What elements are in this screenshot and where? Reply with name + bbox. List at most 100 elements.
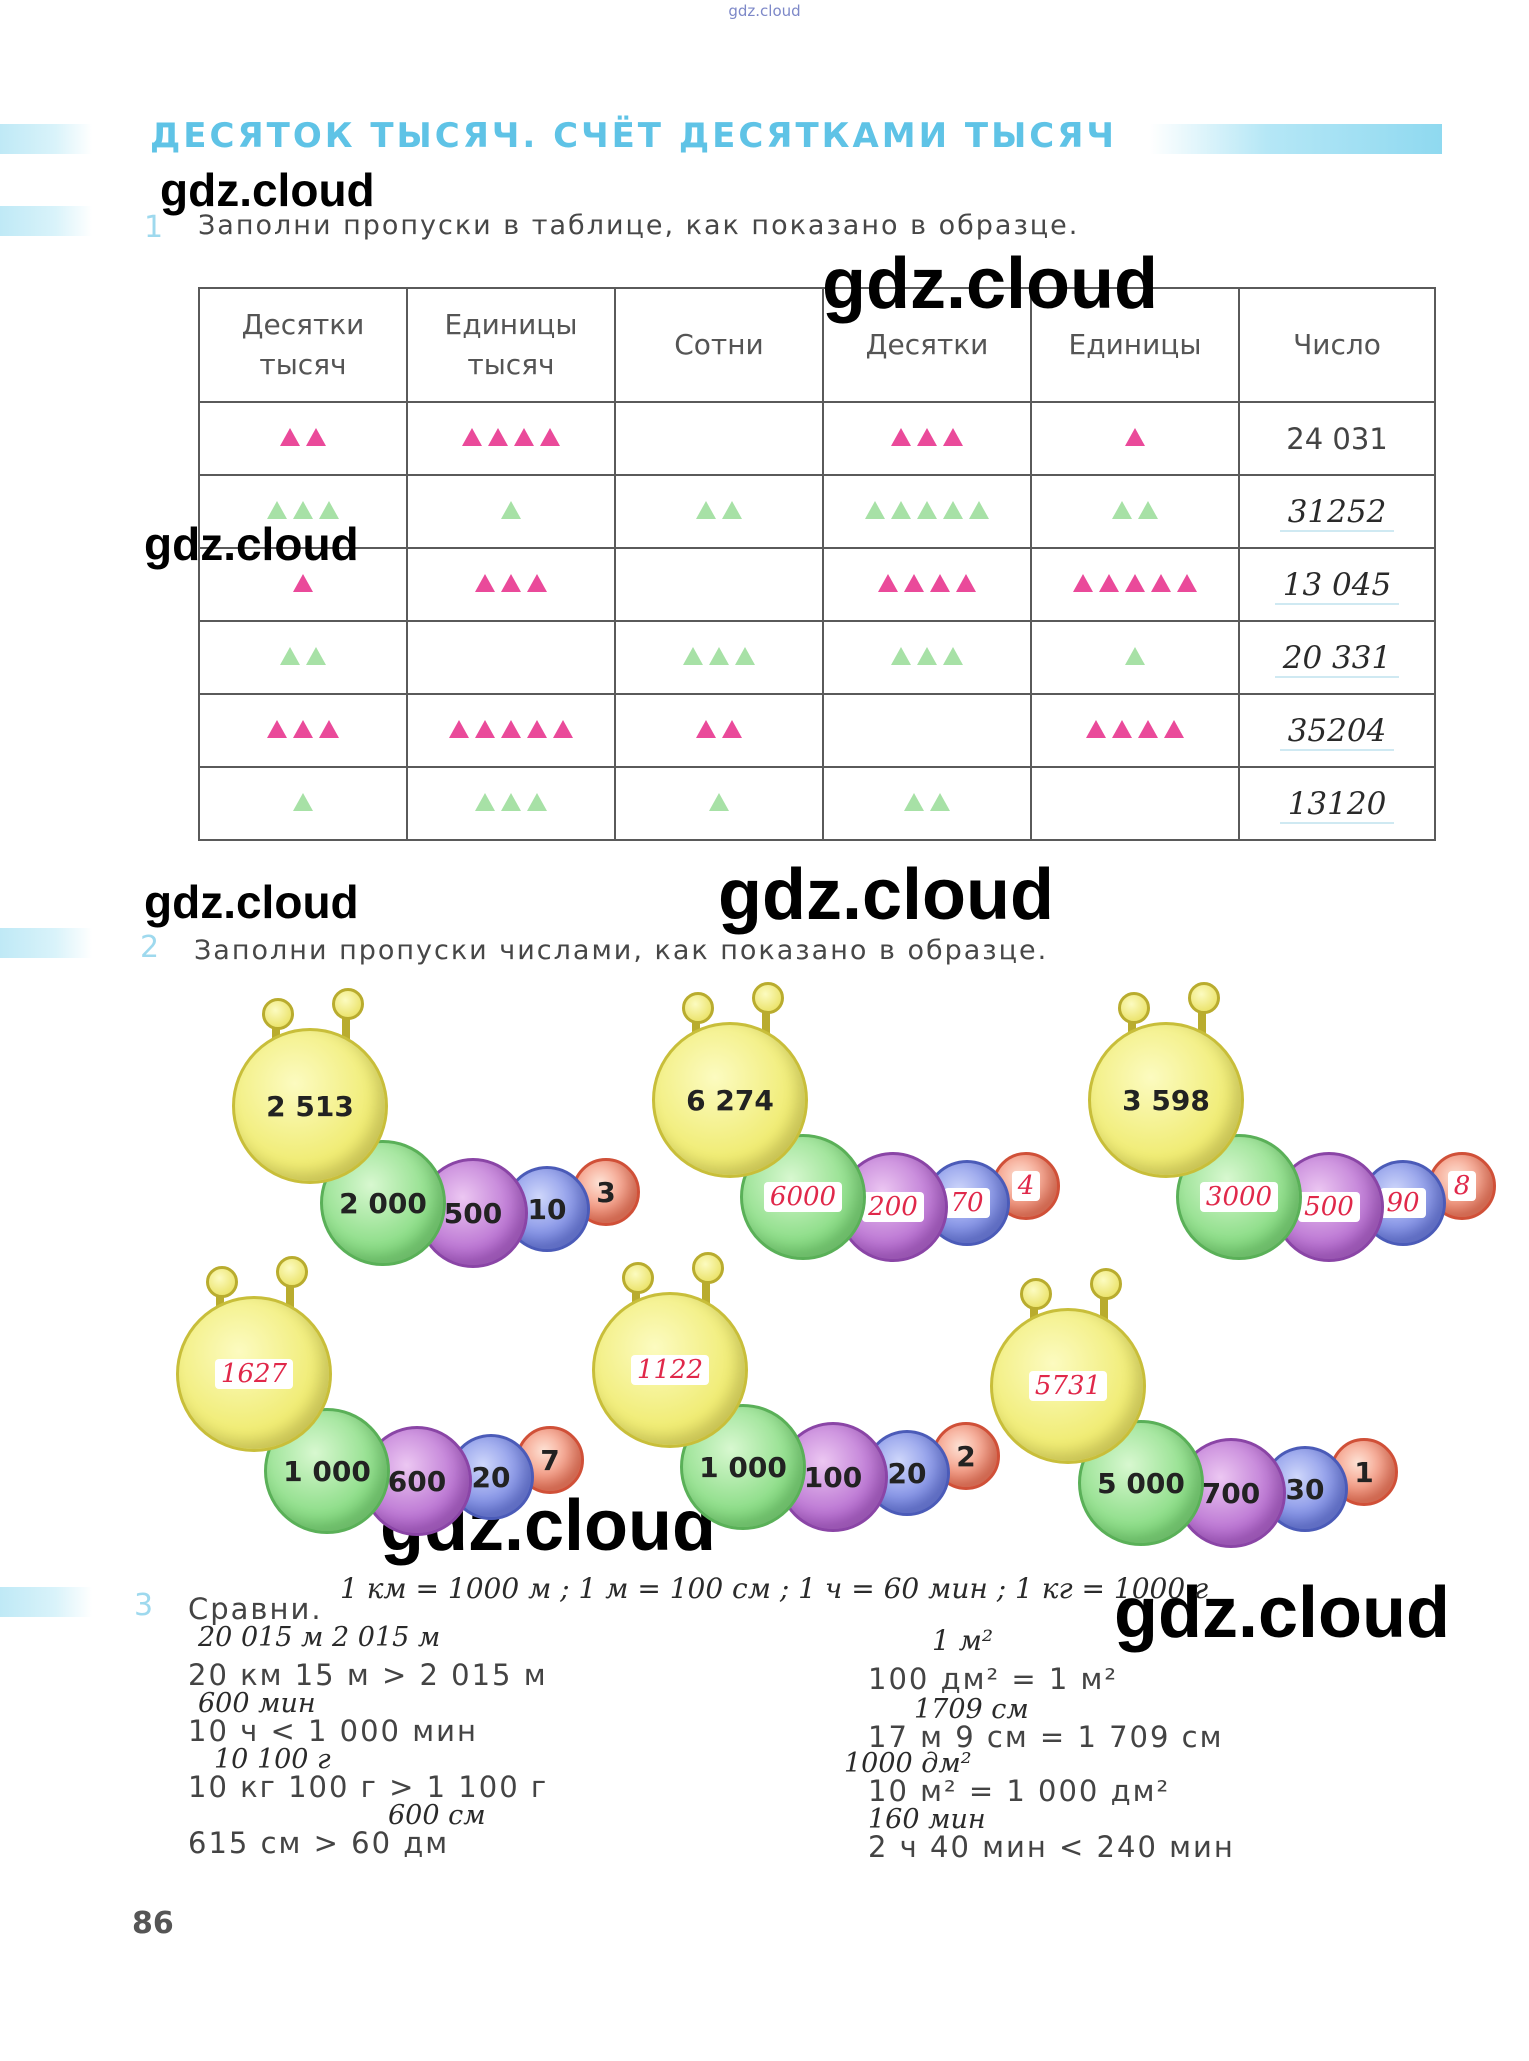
segment-value: 4 bbox=[1011, 1171, 1041, 1201]
triangle-icon bbox=[1138, 719, 1158, 738]
row-number: 13 045 bbox=[1274, 566, 1400, 605]
triangle-icon bbox=[722, 500, 742, 519]
triangle-icon bbox=[280, 646, 300, 665]
task-3-right-note-2: 1709 см bbox=[914, 1694, 1029, 1725]
triangle-icon bbox=[943, 427, 963, 446]
triangle-icon bbox=[865, 500, 885, 519]
triangle-cell bbox=[822, 693, 1032, 768]
task-3-hint: 1 км = 1000 м ; 1 м = 100 см ; 1 ч = 60 … bbox=[340, 1572, 1209, 1605]
task-3-left-note-3: 10 100 г bbox=[214, 1744, 331, 1775]
task-3-left-note-1: 20 015 м 2 015 м bbox=[198, 1622, 441, 1653]
triangle-icon bbox=[293, 573, 313, 592]
antenna-knob bbox=[1118, 992, 1150, 1024]
segment-value: 70 bbox=[944, 1188, 990, 1218]
antenna bbox=[702, 1272, 710, 1322]
table-header-row: Десятки тысяч Единицы тысяч Сотни Десятк… bbox=[198, 287, 1436, 403]
caterpillar-head: 3 598 bbox=[1088, 1022, 1244, 1178]
triangle-icon bbox=[1099, 573, 1119, 592]
site-tag: gdz.cloud bbox=[728, 2, 801, 20]
segment-value: 20 bbox=[887, 1456, 927, 1490]
segment-value: 8 bbox=[1447, 1171, 1477, 1201]
triangle-icon bbox=[709, 792, 729, 811]
triangle-icon bbox=[943, 646, 963, 665]
table-row: 31252 bbox=[198, 474, 1436, 549]
watermark: gdz.cloud bbox=[822, 244, 1158, 324]
task-3-label: Сравни. bbox=[188, 1592, 323, 1626]
triangle-icon bbox=[501, 573, 521, 592]
triangle-icon bbox=[475, 719, 495, 738]
task-3-right-line-1: 100 дм² = 1 м² bbox=[868, 1662, 1119, 1696]
triangle-icon bbox=[1151, 573, 1171, 592]
watermark: gdz.cloud bbox=[160, 164, 375, 216]
task-1-text: Заполни пропуски в таблице, как показано… bbox=[198, 210, 1080, 241]
triangle-icon bbox=[969, 500, 989, 519]
triangle-icon bbox=[527, 573, 547, 592]
decorative-bar bbox=[0, 1587, 92, 1617]
task-3-left-line-3: 10 кг 100 г > 1 100 г bbox=[188, 1770, 549, 1804]
row-number: 35204 bbox=[1279, 712, 1395, 751]
task-3-left-note-4: 600 см bbox=[388, 1800, 486, 1831]
antenna-knob bbox=[262, 998, 294, 1030]
triangle-icon bbox=[878, 573, 898, 592]
caterpillar-head: 5731 bbox=[990, 1308, 1146, 1464]
triangle-icon bbox=[735, 646, 755, 665]
triangle-icon bbox=[319, 500, 339, 519]
task-3-left-line-1: 20 км 15 м > 2 015 м bbox=[188, 1658, 548, 1692]
task-2-text: Заполни пропуски числами, как показано в… bbox=[194, 935, 1049, 966]
triangle-cell bbox=[822, 766, 1032, 841]
triangle-cell bbox=[1030, 693, 1240, 768]
caterpillar-head: 2 513 bbox=[232, 1028, 388, 1184]
page-heading: ДЕСЯТОК ТЫСЯЧ. СЧЁТ ДЕСЯТКАМИ ТЫСЯЧ bbox=[150, 116, 1117, 156]
triangle-cell bbox=[406, 693, 616, 768]
segment-value: 2 000 bbox=[339, 1186, 427, 1220]
antenna-knob bbox=[692, 1252, 724, 1284]
segment-value: 2 bbox=[956, 1439, 976, 1473]
caterpillar-segment: 2 000 bbox=[320, 1140, 446, 1266]
triangle-icon bbox=[917, 500, 937, 519]
caterpillar-head: 6 274 bbox=[652, 1022, 808, 1178]
triangle-icon bbox=[527, 792, 547, 811]
caterpillar-head: 1122 bbox=[592, 1292, 748, 1448]
segment-value: 3000 bbox=[1199, 1182, 1279, 1212]
table-row: 24 031 bbox=[198, 401, 1436, 476]
watermark: gdz.cloud bbox=[718, 855, 1054, 935]
segment-value: 1 000 bbox=[283, 1454, 371, 1488]
row-number: 31252 bbox=[1279, 493, 1395, 532]
triangle-cell bbox=[1030, 620, 1240, 695]
antenna-knob bbox=[206, 1266, 238, 1298]
triangle-icon bbox=[1138, 500, 1158, 519]
triangle-icon bbox=[1125, 427, 1145, 446]
segment-value: 1 bbox=[1354, 1455, 1374, 1489]
triangle-icon bbox=[917, 646, 937, 665]
triangle-icon bbox=[1112, 500, 1132, 519]
triangle-icon bbox=[267, 719, 287, 738]
triangle-icon bbox=[1086, 719, 1106, 738]
antenna-knob bbox=[332, 988, 364, 1020]
antenna-knob bbox=[276, 1256, 308, 1288]
triangle-cell bbox=[1030, 766, 1240, 841]
decorative-bar bbox=[0, 928, 92, 958]
triangle-icon bbox=[891, 500, 911, 519]
watermark: gdz.cloud bbox=[144, 518, 359, 570]
triangle-icon bbox=[683, 646, 703, 665]
task-3-left-line-2: 10 ч < 1 000 мин bbox=[188, 1714, 478, 1748]
decorative-bar bbox=[0, 206, 92, 236]
row-number: 24 031 bbox=[1286, 421, 1388, 456]
watermark: gdz.cloud bbox=[1114, 1573, 1450, 1653]
triangle-cell bbox=[614, 547, 824, 622]
antenna-knob bbox=[1090, 1268, 1122, 1300]
triangle-icon bbox=[1073, 573, 1093, 592]
triangle-cell bbox=[198, 766, 408, 841]
number-cell: 35204 bbox=[1238, 693, 1436, 768]
triangle-icon bbox=[1164, 719, 1184, 738]
triangle-cell bbox=[822, 401, 1032, 476]
decorative-bar bbox=[1150, 124, 1442, 154]
antenna-knob bbox=[752, 982, 784, 1014]
caterpillar-head: 1627 bbox=[176, 1296, 332, 1452]
number-cell: 13120 bbox=[1238, 766, 1436, 841]
triangle-icon bbox=[267, 500, 287, 519]
task-3-right-line-4: 2 ч 40 мин < 240 мин bbox=[868, 1830, 1235, 1864]
triangle-cell bbox=[406, 766, 616, 841]
triangle-icon bbox=[306, 427, 326, 446]
triangle-icon bbox=[527, 719, 547, 738]
